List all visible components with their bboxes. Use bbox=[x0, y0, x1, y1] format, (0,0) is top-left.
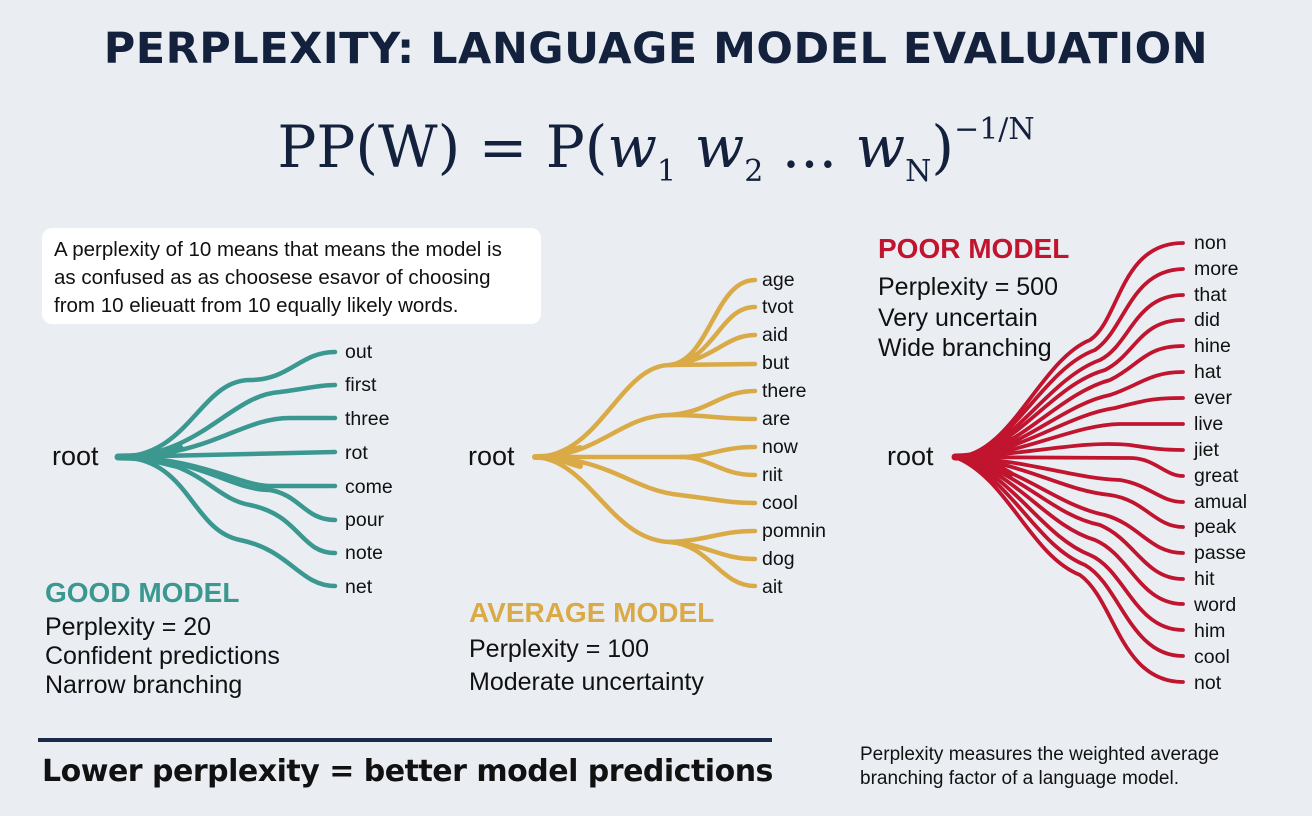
formula-wn: w bbox=[855, 113, 906, 181]
good-leaf: first bbox=[345, 374, 377, 396]
average-leaf: there bbox=[762, 380, 807, 402]
poor-leaf: him bbox=[1194, 620, 1226, 642]
formula-wn-sub: N bbox=[905, 154, 932, 189]
poor-leaf: cool bbox=[1194, 646, 1230, 668]
formula-lhs: PP(W) = P( bbox=[277, 113, 608, 181]
poor-leaf: more bbox=[1194, 258, 1239, 280]
good-leaf: three bbox=[345, 408, 390, 430]
good-leaf: come bbox=[345, 476, 393, 498]
explanation-note: A perplexity of 10 means that means the … bbox=[42, 228, 541, 324]
good-model-tree bbox=[114, 349, 338, 589]
average-leaf: ait bbox=[762, 576, 783, 598]
perplexity-formula: PP(W) = P(w1 w2 ... wN)−1/N bbox=[0, 112, 1312, 189]
poor-leaf: non bbox=[1194, 232, 1227, 254]
poor-leaf: live bbox=[1194, 413, 1224, 435]
average-leaf: pomnin bbox=[762, 520, 826, 542]
average-leaf: aid bbox=[762, 324, 789, 346]
good-model-desc-1: Confident predictions bbox=[45, 642, 280, 670]
poor-model-perplexity: Perplexity = 500 bbox=[878, 273, 1058, 301]
average-leaf: tvot bbox=[762, 296, 794, 318]
poor-model-desc-2: Wide branching bbox=[878, 334, 1052, 362]
poor-leaf: great bbox=[1194, 465, 1239, 487]
good-leaf: rot bbox=[345, 442, 368, 464]
poor-leaf: did bbox=[1194, 309, 1221, 331]
average-model-perplexity: Perplexity = 100 bbox=[469, 635, 649, 663]
summary-divider bbox=[38, 738, 772, 742]
average-leaf: cool bbox=[762, 492, 798, 514]
formula-w2: w bbox=[694, 113, 745, 181]
average-leaf: are bbox=[762, 408, 791, 430]
average-leaf: rιit bbox=[762, 464, 783, 486]
poor-leaf: passe bbox=[1194, 542, 1247, 564]
average-model-desc-1: Moderate uncertainty bbox=[469, 668, 704, 696]
poor-model-tree bbox=[951, 241, 1185, 684]
formula-w2-sub: 2 bbox=[744, 154, 764, 189]
average-leaf: dog bbox=[762, 548, 795, 570]
good-leaf: pour bbox=[345, 509, 385, 531]
good-model-perplexity: Perplexity = 20 bbox=[45, 613, 212, 641]
poor-root-label: root bbox=[887, 441, 934, 471]
good-leaf: note bbox=[345, 542, 383, 564]
poor-leaf: hit bbox=[1194, 568, 1215, 590]
poor-leaf: word bbox=[1194, 594, 1237, 616]
formula-ellipsis: ... bbox=[781, 113, 838, 181]
good-leaf: net bbox=[345, 576, 373, 598]
poor-leaf: not bbox=[1194, 672, 1222, 694]
footnote: Perplexity measures the weighted average… bbox=[860, 744, 1220, 789]
average-leaf: age bbox=[762, 269, 795, 291]
poor-model-desc-1: Very uncertain bbox=[878, 304, 1038, 332]
poor-leaf: hine bbox=[1194, 335, 1231, 357]
average-root-label: root bbox=[468, 441, 515, 471]
formula-close: ) bbox=[931, 113, 955, 181]
poor-leaf: that bbox=[1194, 284, 1227, 306]
poor-leaf: amual bbox=[1194, 491, 1248, 513]
poor-leaf: peak bbox=[1194, 516, 1237, 538]
poor-model-heading: POOR MODEL bbox=[878, 233, 1070, 264]
poor-leaf: hat bbox=[1194, 361, 1222, 383]
good-model-heading: GOOD MODEL bbox=[45, 577, 240, 608]
formula-w1-sub: 1 bbox=[657, 154, 677, 189]
average-model-tree bbox=[532, 277, 758, 589]
formula-w1: w bbox=[607, 113, 658, 181]
formula-exponent: −1/N bbox=[954, 112, 1035, 147]
summary-statement: Lower perplexity = better model predicti… bbox=[42, 754, 773, 789]
poor-leaf: jiet bbox=[1194, 439, 1219, 461]
good-leaf: out bbox=[345, 341, 373, 363]
poor-leaf: ever bbox=[1194, 387, 1232, 409]
average-leaf: now bbox=[762, 436, 798, 458]
average-leaf: but bbox=[762, 352, 790, 374]
page-title: PERPLEXITY: LANGUAGE MODEL EVALUATION bbox=[103, 24, 1209, 74]
average-model-heading: AVERAGE MODEL bbox=[469, 597, 715, 628]
good-root-label: root bbox=[52, 441, 99, 471]
good-model-desc-2: Narrow branching bbox=[45, 671, 243, 699]
